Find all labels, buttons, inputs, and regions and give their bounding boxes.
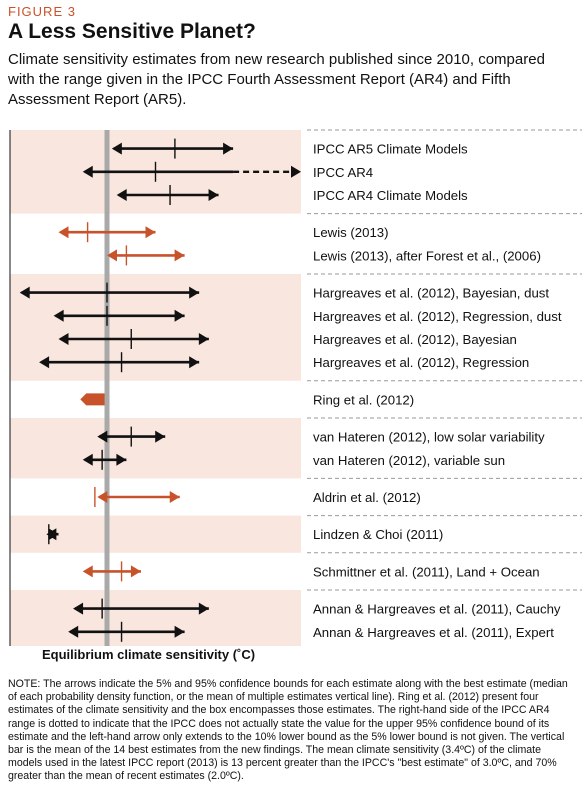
lower-bound-arrow (58, 333, 69, 345)
lower-bound-arrow (19, 286, 30, 299)
upper-bound-arrow (198, 333, 209, 345)
upper-bound-arrow (155, 430, 166, 443)
chart-title: A Less Sensitive Planet? (8, 20, 256, 43)
lower-bound-arrow (68, 625, 79, 638)
lower-bound-arrow (39, 356, 50, 369)
upper-bound-arrow (145, 226, 156, 239)
lower-bound-arrow (58, 226, 69, 239)
row-label: van Hateren (2012), low solar variabilit… (313, 430, 545, 445)
group-band (10, 418, 301, 479)
upper-bound-arrow (48, 528, 59, 541)
lower-bound-arrow (97, 430, 108, 443)
lower-bound-arrow (107, 249, 117, 262)
upper-bound-arrow (174, 309, 185, 322)
estimate-box (80, 393, 105, 406)
group-band (10, 590, 301, 646)
row-label: IPCC AR4 Climate Models (313, 188, 468, 203)
row-label: Hargreaves et al. (2012), Regression (313, 355, 529, 370)
lower-bound-arrow (82, 565, 93, 578)
row-label: Lindzen & Choi (2011) (313, 527, 443, 542)
lower-bound-arrow (82, 165, 93, 178)
upper-bound-arrow (198, 602, 209, 615)
chart-subtitle: Climate sensitivity estimates from new r… (8, 51, 545, 108)
lower-bound-arrow (116, 189, 127, 201)
sensitivity-chart: IPCC AR5 Climate Models IPCC AR4 IPCC AR4 … (9, 129, 582, 646)
x-axis-label: Equilibrium climate sensitivity (˚C) (42, 647, 256, 662)
figure-label: FIGURE 3 (8, 4, 76, 19)
row-label: Ring et al. (2012) (313, 392, 414, 407)
upper-bound-arrow (169, 491, 180, 503)
row-label: Annan & Hargreaves et al. (2011), Expert (313, 625, 554, 640)
upper-bound-arrow (291, 165, 301, 178)
upper-bound-arrow (189, 286, 200, 299)
upper-bound-arrow (130, 565, 141, 578)
row-label: Lewis (2013), after Forest et al., (2006… (313, 248, 541, 263)
row-label: Annan & Hargreaves et al. (2011), Cauchy (313, 602, 561, 617)
lower-bound-arrow (73, 602, 84, 615)
row-label: Hargreaves et al. (2012), Regression, du… (313, 309, 562, 324)
upper-bound-arrow (208, 189, 219, 201)
row-label: Hargreaves et al. (2012), Bayesian (313, 332, 517, 347)
chart-note: NOTE: The arrows indicate the 5% and 95%… (8, 678, 568, 783)
lower-bound-arrow (53, 309, 64, 322)
row-label: Aldrin et al. (2012) (313, 490, 421, 505)
upper-bound-arrow (174, 625, 185, 638)
upper-bound-arrow (189, 356, 200, 369)
row-label: Schmittner et al. (2011), Land + Ocean (313, 564, 540, 579)
lower-bound-arrow (97, 491, 108, 503)
row-label: IPCC AR4 (313, 165, 373, 180)
row-label: van Hateren (2012), variable sun (313, 453, 505, 468)
row-label: IPCC AR5 Climate Models (313, 142, 468, 157)
lower-bound-arrow (111, 142, 122, 155)
lower-bound-arrow (82, 453, 93, 466)
upper-bound-arrow (174, 249, 185, 262)
row-label: Lewis (2013) (313, 225, 389, 240)
mean-estimate-bar (104, 130, 110, 646)
row-label: Hargreaves et al. (2012), Bayesian, dust (313, 286, 549, 301)
upper-bound-arrow (116, 453, 127, 466)
group-band (10, 274, 301, 381)
upper-bound-arrow (223, 142, 234, 155)
